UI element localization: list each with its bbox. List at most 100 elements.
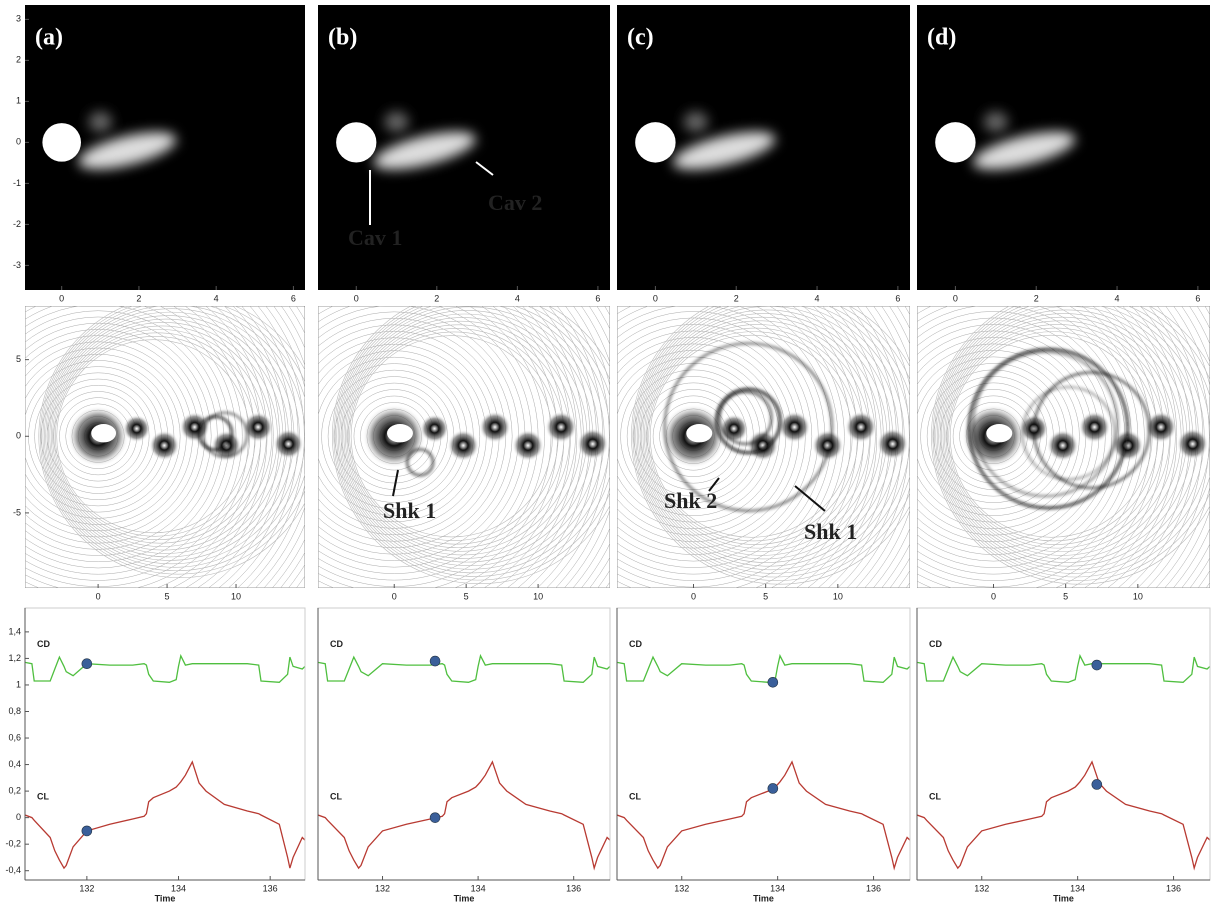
vortex	[1046, 429, 1079, 462]
x-tick-label: 132	[375, 883, 390, 893]
x-tick-label: 0	[991, 591, 996, 601]
pressure-wave	[932, 306, 1210, 581]
panel	[318, 306, 610, 588]
panel	[25, 306, 305, 588]
leader-line	[392, 469, 399, 497]
x-tick-label: 136	[566, 883, 581, 893]
pressure-wave	[934, 306, 1210, 578]
y-tick-label: 0	[16, 812, 21, 822]
contour-line	[1146, 306, 1210, 588]
contour-line	[25, 322, 212, 550]
panel	[617, 5, 910, 290]
contour-line	[495, 306, 578, 588]
x-tick-label: 2	[434, 293, 439, 303]
vortex	[845, 411, 877, 443]
contour-line	[25, 306, 243, 581]
panel	[917, 306, 1210, 588]
y-tick-label: 2	[16, 55, 21, 65]
x-tick-label: 4	[214, 293, 219, 303]
x-tick-label: 5	[763, 591, 768, 601]
cylinder	[387, 424, 413, 443]
cylinder	[935, 122, 976, 163]
contour-line	[185, 306, 274, 588]
annotation: Cav 1	[348, 225, 402, 250]
panel	[617, 306, 910, 588]
pressure-wave	[931, 306, 1210, 585]
x-tick-label: 10	[533, 591, 543, 601]
pressure-wave	[632, 306, 910, 581]
pressure-wave	[41, 306, 305, 572]
x-tick-label: 2	[1034, 293, 1039, 303]
x-tick-label: 4	[815, 293, 820, 303]
x-tick-label: 5	[1063, 591, 1068, 601]
pressure-wave	[644, 320, 876, 553]
panel	[318, 5, 610, 290]
x-tick-label: 6	[291, 293, 296, 303]
cylinder	[336, 122, 377, 163]
panel	[917, 5, 1210, 290]
x-tick-label: 10	[1133, 591, 1143, 601]
series-line	[917, 653, 1210, 683]
wake-upper	[683, 111, 708, 133]
vortex	[242, 411, 274, 443]
marker	[429, 655, 441, 667]
shock-wave	[967, 348, 1129, 510]
x-axis-label: Time	[753, 893, 774, 903]
y-tick-label: -1	[13, 178, 21, 188]
x-tick-label: 6	[1195, 293, 1200, 303]
vortex	[512, 429, 544, 462]
y-tick-label: -2	[13, 219, 21, 229]
pressure-wave	[42, 306, 305, 568]
contour-line	[237, 306, 305, 588]
series-line	[318, 760, 610, 871]
vortex	[876, 428, 909, 460]
series-line	[617, 760, 910, 871]
shock-wave	[202, 412, 248, 458]
x-tick-label: 0	[59, 293, 64, 303]
marker	[767, 677, 779, 688]
x-tick-label: 136	[1166, 883, 1181, 893]
vortex	[545, 411, 577, 443]
panel	[917, 653, 1210, 871]
cylinder	[986, 424, 1013, 443]
x-tick-label: 134	[1070, 883, 1085, 893]
shock-wave	[718, 391, 773, 445]
panel-label: (a)	[35, 25, 63, 51]
y-tick-label: 1,4	[8, 626, 21, 636]
contour-line	[1095, 306, 1177, 588]
y-tick-label: 0	[16, 431, 21, 441]
x-tick-label: 134	[770, 883, 785, 893]
marker	[81, 658, 93, 670]
vortex	[179, 411, 210, 443]
vortex	[576, 428, 609, 460]
plot-frame	[616, 607, 911, 881]
shock-wave	[972, 351, 1119, 497]
x-tick-label: 2	[136, 293, 141, 303]
panel-label: (b)	[328, 25, 357, 51]
contour-line	[617, 317, 813, 555]
y-tick-label: 1	[16, 679, 21, 689]
marker	[767, 783, 779, 794]
x-tick-label: 2	[734, 293, 739, 303]
cylinder	[686, 424, 713, 443]
series-label: CL	[330, 791, 342, 801]
wake-upper	[384, 111, 409, 133]
y-tick-label: 0,2	[8, 785, 21, 795]
series-label: CD	[37, 639, 50, 649]
x-tick-label: 134	[171, 883, 186, 893]
vortex	[479, 411, 511, 443]
x-tick-label: 5	[464, 591, 469, 601]
pressure-wave	[635, 306, 910, 574]
vortex	[778, 411, 811, 443]
x-tick-label: 10	[833, 591, 843, 601]
wake	[373, 131, 476, 170]
vortex	[719, 414, 749, 444]
vortex	[1176, 428, 1209, 460]
x-tick-label: 10	[231, 591, 241, 601]
series-line	[25, 760, 305, 870]
series-label: CL	[929, 791, 941, 801]
series-line	[617, 653, 910, 683]
x-tick-label: 132	[974, 883, 989, 893]
annotation: Cav 2	[488, 190, 542, 215]
